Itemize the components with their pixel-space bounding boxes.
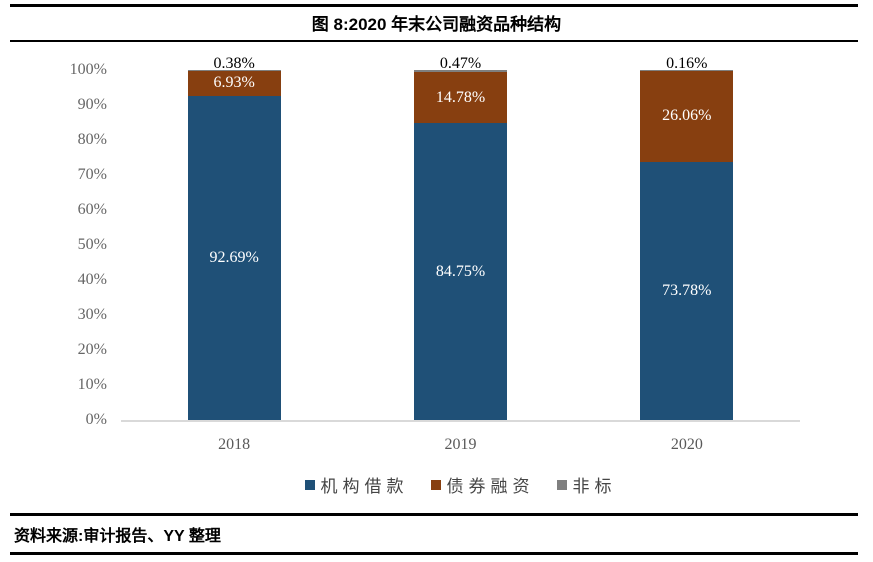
- bar-segment-机构借款: [640, 161, 734, 420]
- x-axis-line: [121, 420, 800, 422]
- y-axis-tick-label: 60%: [77, 201, 107, 218]
- chart-title: 图 8:2020 年末公司融资品种结构: [311, 15, 562, 34]
- legend-swatch-icon: [304, 479, 315, 490]
- bar-segment-非标: [414, 70, 507, 72]
- legend-item-机构借款: 机构借款: [304, 472, 409, 497]
- bar-segment-债券融资: [640, 70, 734, 162]
- source-top-rule: [10, 513, 858, 516]
- bar-segment-机构借款: [414, 123, 507, 420]
- legend-swatch-icon: [430, 479, 441, 490]
- y-axis-tick-label: 40%: [77, 271, 107, 288]
- bar-segment-债券融资: [187, 71, 281, 96]
- value-label: 92.69%: [209, 248, 259, 266]
- y-axis-tick-label: 90%: [77, 96, 107, 113]
- bottom-rule: [10, 552, 858, 555]
- value-label: 84.75%: [435, 262, 486, 280]
- value-label: 0.16%: [666, 55, 708, 72]
- value-label: 6.93%: [213, 74, 255, 92]
- top-rule: [10, 4, 858, 7]
- value-label: 0.38%: [213, 55, 255, 72]
- y-axis-tick-label: 100%: [69, 61, 107, 78]
- legend-item-债券融资: 债券融资: [430, 472, 535, 497]
- title-underline-rule: [10, 40, 858, 42]
- x-axis-category-label: 2020: [670, 436, 703, 453]
- value-label: 26.06%: [662, 107, 712, 125]
- bar-segment-非标: [640, 70, 734, 71]
- y-axis-tick-label: 70%: [77, 166, 107, 183]
- source-text: 资料来源:审计报告、YY 整理: [14, 528, 221, 545]
- y-axis-tick-label: 80%: [77, 131, 107, 148]
- y-axis-tick-label: 10%: [77, 376, 107, 393]
- bar-segment-债券融资: [414, 71, 507, 124]
- value-label: 14.78%: [435, 88, 486, 106]
- y-axis-tick-label: 20%: [77, 341, 107, 358]
- x-axis-category-label: 2019: [444, 436, 477, 453]
- value-label: 73.78%: [662, 281, 712, 299]
- bar-segment-机构借款: [187, 95, 281, 420]
- legend-label: 机构借款: [320, 477, 409, 496]
- x-axis-category-label: 2018: [218, 436, 251, 453]
- value-label: 0.47%: [439, 55, 482, 72]
- y-axis-tick-label: 0%: [85, 411, 107, 428]
- y-axis-tick-label: 50%: [77, 236, 107, 253]
- y-axis-tick-label: 30%: [77, 306, 107, 323]
- legend-label: 非标: [572, 477, 617, 496]
- legend-label: 债券融资: [446, 477, 535, 496]
- legend-swatch-icon: [556, 479, 567, 490]
- bar-segment-非标: [187, 70, 281, 72]
- legend-item-非标: 非标: [556, 472, 617, 497]
- chart-legend: 机构借款 债券融资 非标: [121, 472, 800, 497]
